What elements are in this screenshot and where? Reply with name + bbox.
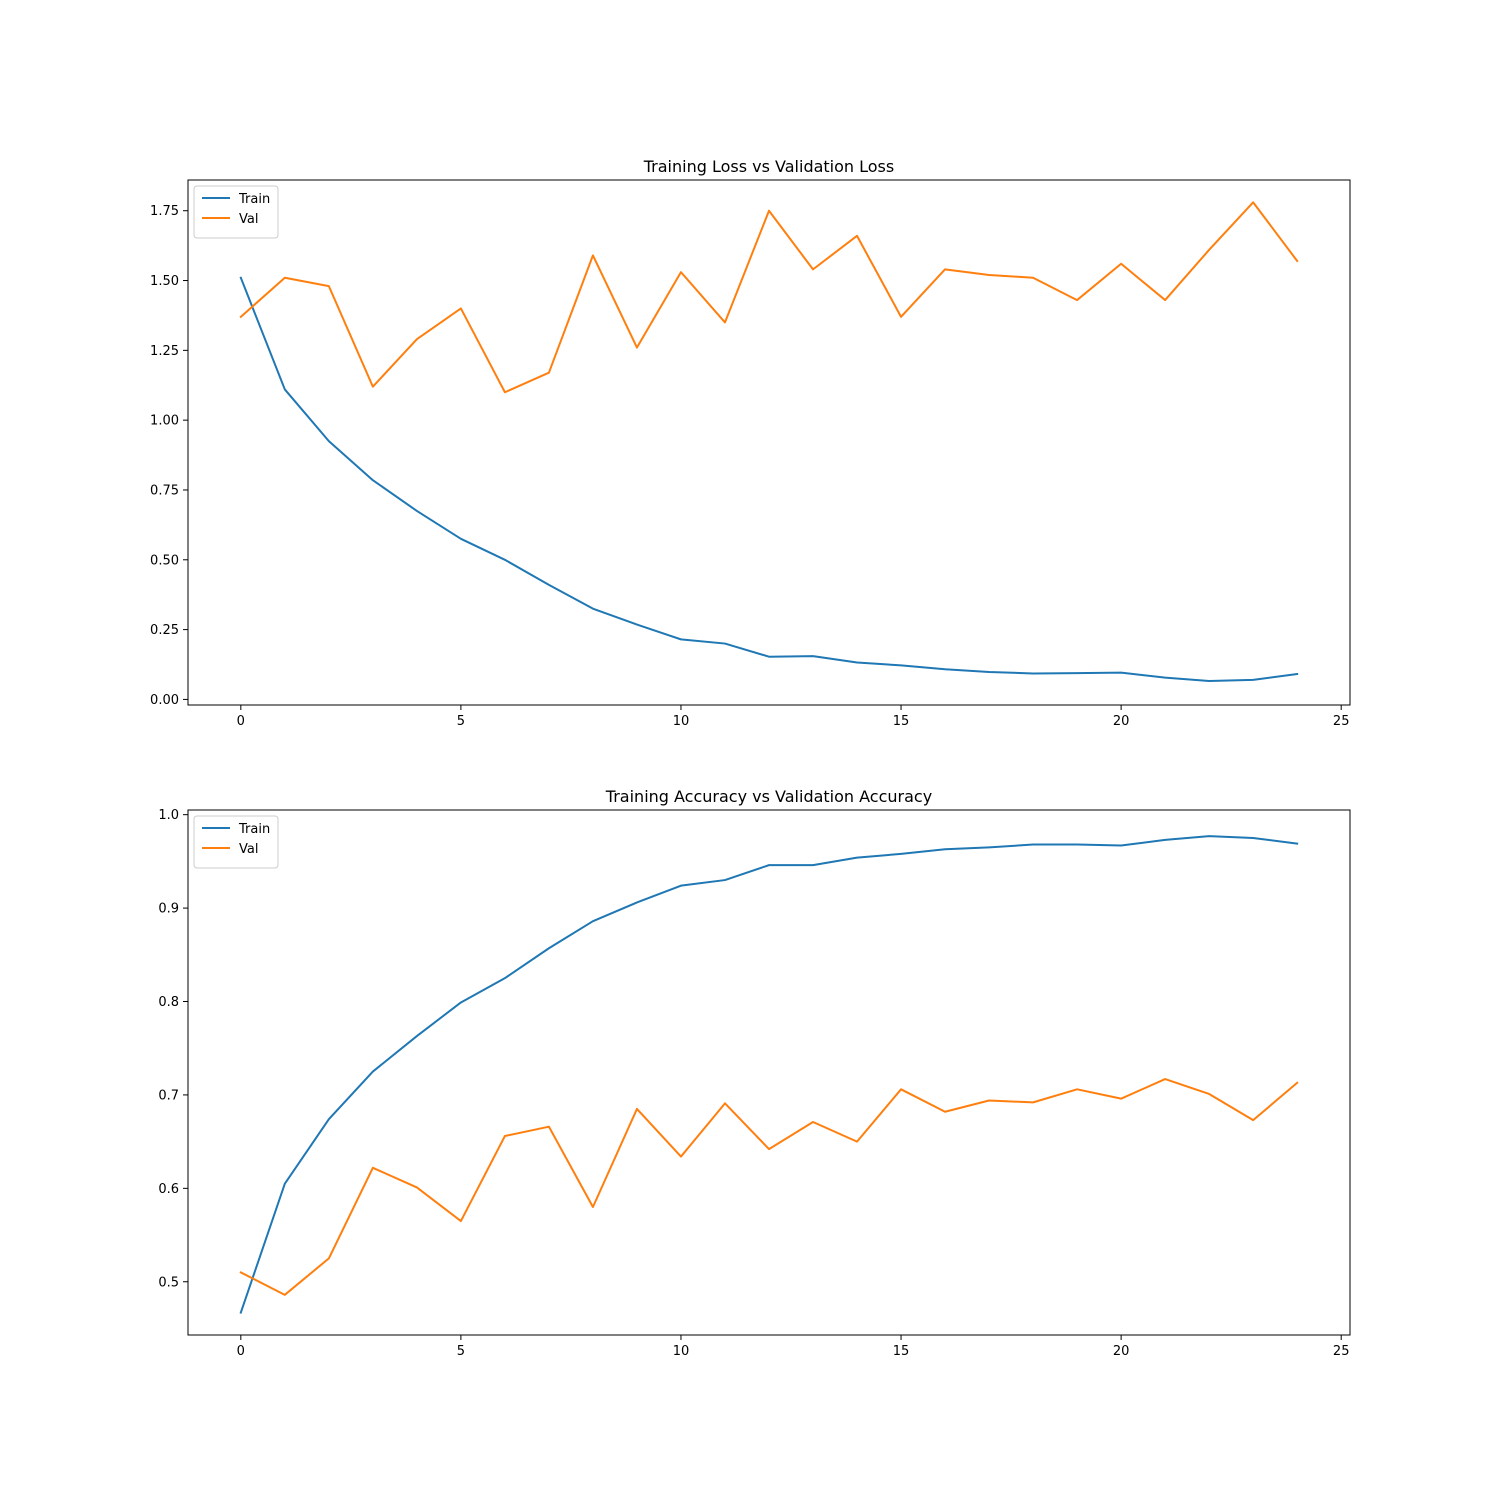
accuracy-series-train-line (239, 835, 1299, 1314)
accuracy-x-tick-label: 0 (237, 1344, 245, 1359)
loss-x-tick-label: 5 (457, 714, 465, 729)
loss-legend-label-train: Train (238, 192, 270, 207)
loss-y-tick-label: 0.75 (150, 483, 179, 498)
loss-y-tick-label: 1.50 (150, 274, 179, 289)
loss-y-axis: 0.00 0.25 0.50 0.75 1.00 1.25 1.50 1.75 (150, 204, 188, 708)
accuracy-chart-title: Training Accuracy vs Validation Accuracy (605, 787, 932, 806)
loss-chart-title: Training Loss vs Validation Loss (643, 157, 894, 176)
accuracy-legend: Train Val (193, 815, 279, 869)
accuracy-x-tick-label: 5 (457, 1344, 465, 1359)
loss-x-tick-label: 0 (237, 714, 245, 729)
accuracy-x-tick-label: 20 (1113, 1344, 1130, 1359)
loss-x-tick-label: 15 (893, 714, 910, 729)
loss-plot-area (239, 201, 1299, 682)
accuracy-series-val-line (239, 1078, 1299, 1296)
accuracy-legend-label-train: Train (238, 822, 270, 837)
loss-series-val-line (239, 201, 1299, 394)
loss-axes-frame (187, 179, 1351, 706)
loss-y-tick-label: 0.25 (150, 623, 179, 638)
loss-x-tick-label: 10 (673, 714, 690, 729)
accuracy-x-tick-label: 10 (673, 1344, 690, 1359)
loss-y-tick-label: 1.25 (150, 344, 179, 359)
loss-x-tick-label: 25 (1333, 714, 1350, 729)
loss-y-tick-label: 0.50 (150, 553, 179, 568)
accuracy-x-tick-label: 15 (893, 1344, 910, 1359)
accuracy-y-axis: 0.5 0.6 0.7 0.8 0.9 1.0 (158, 808, 188, 1290)
accuracy-y-tick-label: 0.5 (158, 1275, 179, 1290)
loss-y-tick-label: 1.75 (150, 204, 179, 219)
loss-y-tick-label: 0.00 (150, 693, 179, 708)
loss-y-tick-label: 1.00 (150, 414, 179, 429)
accuracy-y-tick-label: 0.9 (158, 902, 179, 917)
accuracy-x-tick-label: 25 (1333, 1344, 1350, 1359)
loss-legend: Train Val (193, 185, 279, 239)
loss-series-train-line (239, 276, 1299, 682)
accuracy-subplot: Training Accuracy vs Validation Accuracy… (158, 787, 1351, 1359)
loss-legend-label-val: Val (239, 212, 258, 227)
accuracy-y-tick-label: 0.8 (158, 995, 179, 1010)
loss-subplot: Training Loss vs Validation Loss 0 5 10 15 2… (150, 157, 1351, 729)
accuracy-y-tick-label: 1.0 (158, 808, 179, 823)
accuracy-plot-area (239, 835, 1299, 1314)
accuracy-x-axis: 0 5 10 15 20 25 (237, 1335, 1350, 1359)
loss-x-tick-label: 20 (1113, 714, 1130, 729)
accuracy-y-tick-label: 0.7 (158, 1088, 179, 1103)
accuracy-y-tick-label: 0.6 (158, 1182, 179, 1197)
accuracy-axes-frame (187, 809, 1351, 1336)
accuracy-legend-label-val: Val (239, 842, 258, 857)
loss-x-axis: 0 5 10 15 20 25 (237, 705, 1350, 729)
